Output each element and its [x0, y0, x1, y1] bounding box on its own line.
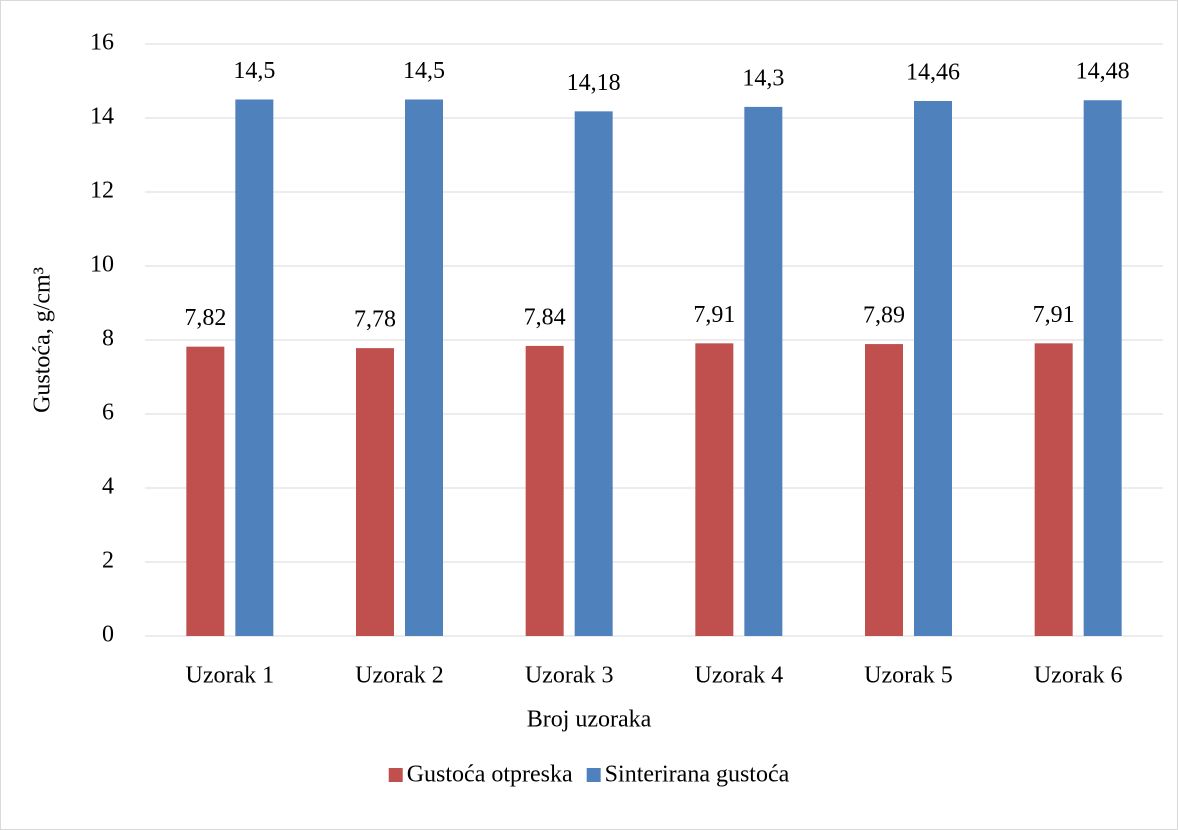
- bar: [186, 346, 225, 636]
- x-axis-title: Broj uzoraka: [527, 707, 652, 733]
- legend: Gustoća otpreska Sinterirana gustoća: [388, 762, 790, 788]
- data-label: 7,91: [1033, 302, 1075, 328]
- x-tick-label: Uzorak 3: [525, 663, 614, 689]
- data-label: 7,91: [693, 302, 735, 328]
- legend-swatch: [586, 768, 601, 782]
- y-tick-label: 10: [90, 252, 114, 278]
- bar: [1083, 100, 1122, 637]
- y-tick-label: 0: [102, 622, 114, 648]
- data-label: 14,5: [233, 58, 275, 84]
- bar: [914, 100, 952, 637]
- bar: [235, 99, 274, 636]
- x-tick-label: Uzorak 6: [1034, 663, 1123, 689]
- legend-label: Sinterirana gustoća: [605, 762, 790, 788]
- data-label: 7,82: [184, 305, 226, 331]
- data-label: 14,48: [1076, 59, 1130, 85]
- data-label: 7,84: [524, 304, 566, 330]
- legend-swatch: [388, 768, 403, 782]
- bar: [525, 345, 564, 636]
- y-tick-label: 8: [102, 326, 114, 352]
- data-label: 14,5: [403, 58, 445, 84]
- y-tick-label: 4: [102, 474, 114, 500]
- y-tick-label: 14: [90, 104, 114, 130]
- bar: [695, 343, 734, 636]
- bar: [744, 106, 783, 636]
- bar: [1034, 343, 1073, 636]
- y-tick-label: 2: [102, 548, 114, 574]
- x-tick-label: Uzorak 4: [695, 663, 784, 689]
- bar: [356, 348, 394, 636]
- bar: [865, 344, 903, 636]
- bar: [405, 99, 443, 636]
- y-axis-title: Gustoća, g/cm³: [30, 267, 56, 413]
- data-label: 7,89: [863, 303, 905, 329]
- bar: [574, 111, 613, 637]
- y-tick-label: 6: [102, 400, 114, 426]
- y-tick-label: 12: [90, 178, 114, 204]
- data-label: 14,46: [906, 59, 960, 85]
- legend-label: Gustoća otpreska: [407, 762, 573, 788]
- x-tick-label: Uzorak 2: [355, 663, 444, 689]
- data-label: 14,3: [742, 65, 784, 91]
- data-label: 14,18: [567, 70, 621, 96]
- x-tick-label: Uzorak 5: [864, 663, 953, 689]
- x-tick-label: Uzorak 1: [186, 663, 275, 689]
- y-tick-label: 16: [90, 30, 114, 56]
- data-label: 7,78: [354, 307, 396, 333]
